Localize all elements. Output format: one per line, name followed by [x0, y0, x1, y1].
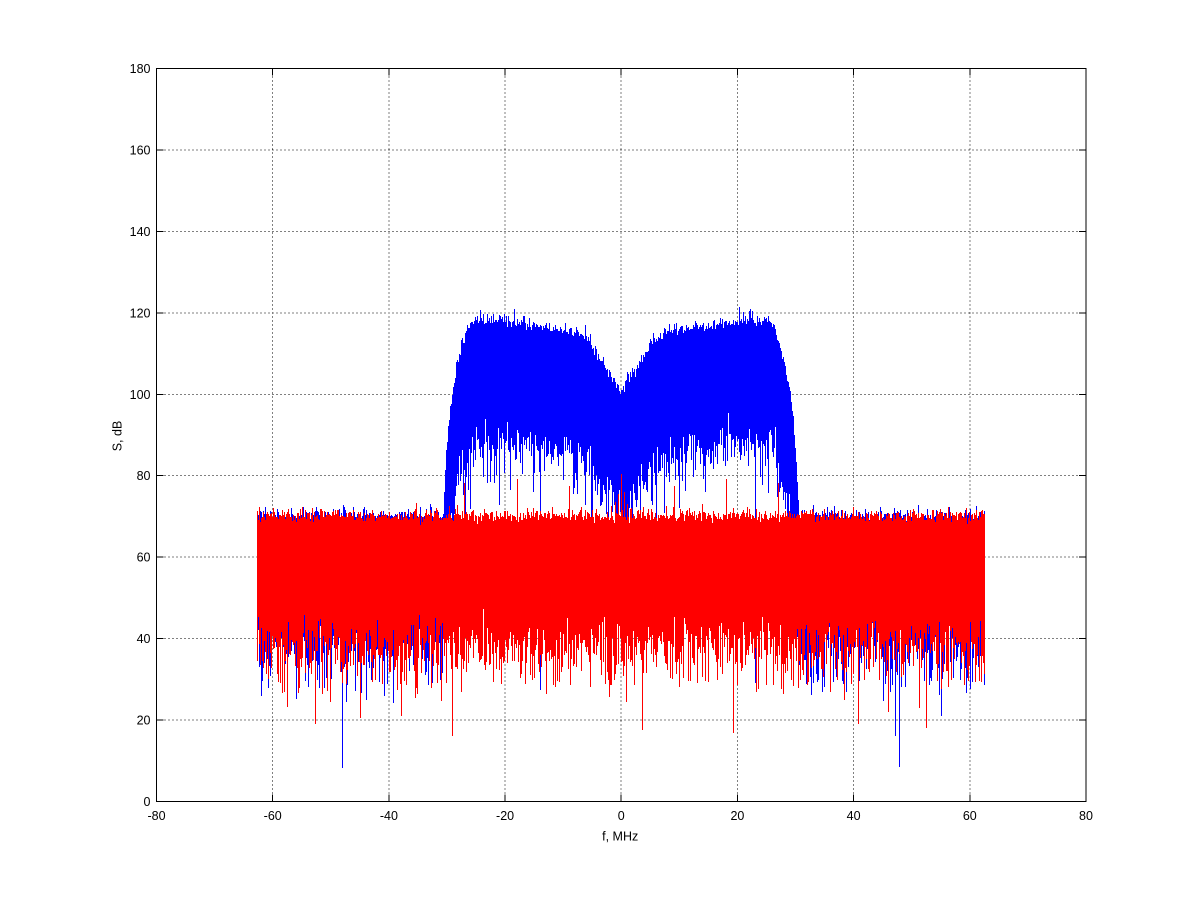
svg-text:S, dB: S, dB [111, 421, 125, 452]
svg-text:f, MHz: f, MHz [602, 830, 638, 844]
svg-text:60: 60 [963, 809, 977, 823]
svg-text:40: 40 [137, 632, 151, 646]
svg-text:40: 40 [847, 809, 861, 823]
svg-text:140: 140 [130, 225, 151, 239]
svg-text:160: 160 [130, 143, 151, 157]
svg-text:-40: -40 [380, 809, 398, 823]
svg-text:60: 60 [137, 551, 151, 565]
svg-text:-60: -60 [264, 809, 282, 823]
svg-text:-20: -20 [496, 809, 514, 823]
svg-text:0: 0 [618, 809, 625, 823]
svg-text:20: 20 [137, 714, 151, 728]
svg-text:0: 0 [144, 795, 151, 809]
svg-text:120: 120 [130, 306, 151, 320]
svg-text:20: 20 [730, 809, 744, 823]
svg-text:80: 80 [137, 469, 151, 483]
svg-text:-80: -80 [147, 809, 165, 823]
svg-text:80: 80 [1079, 809, 1093, 823]
svg-text:100: 100 [130, 388, 151, 402]
svg-text:180: 180 [130, 62, 151, 76]
